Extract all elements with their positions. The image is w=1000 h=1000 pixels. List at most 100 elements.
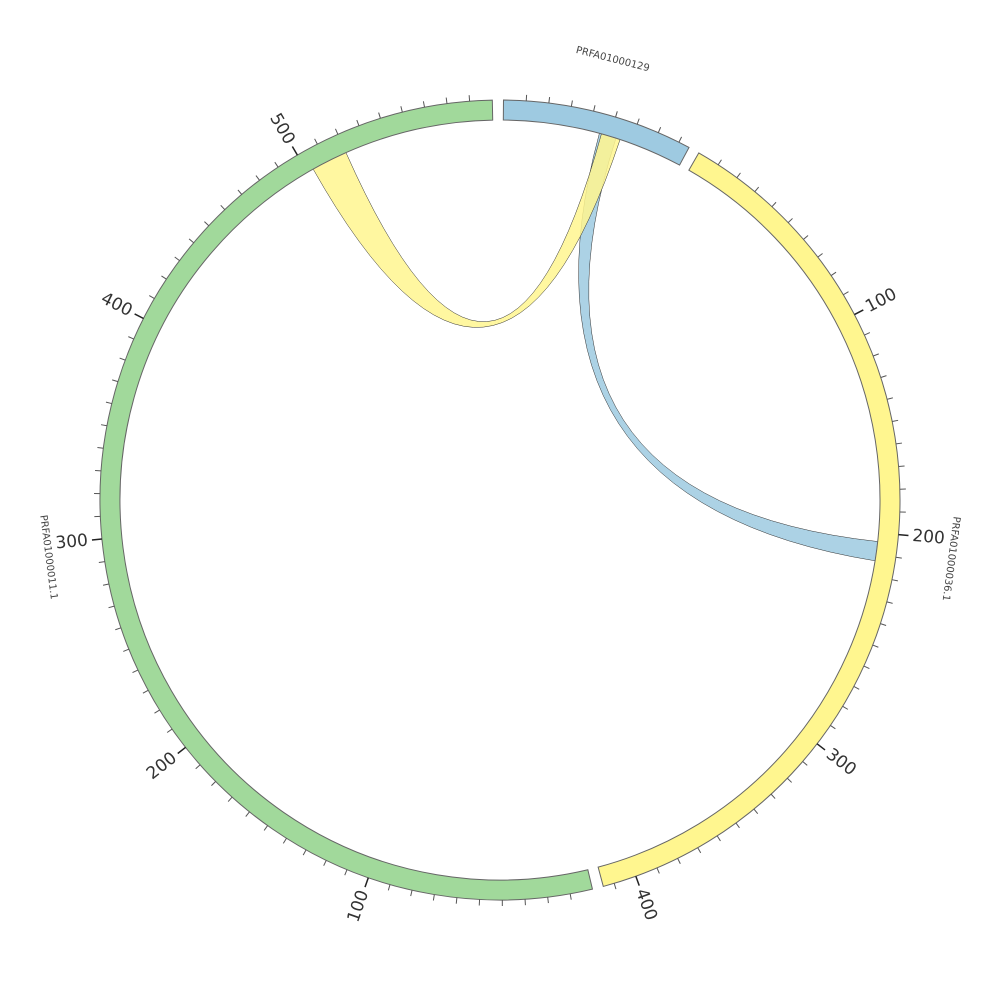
minor-tick — [787, 777, 793, 783]
minor-tick — [115, 627, 122, 631]
segment-label: PRFA01000129 — [575, 45, 651, 74]
tick-label: 100 — [344, 888, 374, 925]
minor-tick — [843, 291, 849, 296]
minor-tick — [105, 401, 112, 405]
minor-tick — [102, 583, 110, 586]
minor-tick — [880, 375, 887, 378]
minor-tick — [274, 161, 279, 168]
minor-tick — [149, 295, 155, 299]
major-tick — [291, 146, 299, 156]
major-tick — [635, 875, 640, 886]
minor-tick — [770, 793, 776, 799]
minor-tick — [211, 781, 217, 786]
minor-tick — [736, 172, 741, 178]
minor-tick — [895, 442, 903, 445]
minor-tick — [716, 835, 721, 842]
segment-label: PRFA01000011.1 — [37, 514, 59, 600]
major-tick — [898, 533, 909, 537]
minor-tick — [282, 837, 287, 844]
minor-tick — [569, 893, 572, 900]
minor-tick — [188, 238, 194, 244]
tick-label: 200 — [912, 526, 946, 549]
minor-tick — [830, 725, 836, 730]
minor-tick — [334, 128, 339, 135]
minor-tick — [817, 253, 823, 258]
minor-tick — [237, 189, 243, 195]
tick-label: 300 — [55, 530, 89, 553]
minor-tick — [255, 175, 260, 181]
minor-tick — [100, 424, 108, 427]
minor-tick — [142, 689, 149, 694]
minor-tick — [886, 601, 893, 604]
minor-tick — [853, 686, 860, 690]
minor-tick — [432, 894, 435, 901]
major-tick — [134, 313, 144, 320]
minor-tick — [445, 97, 448, 104]
minor-tick — [422, 101, 426, 108]
minor-tick — [787, 218, 793, 223]
minor-tick — [891, 579, 898, 582]
minor-tick — [174, 256, 180, 262]
minor-tick — [97, 446, 104, 449]
minor-tick — [803, 235, 809, 240]
minor-tick — [98, 561, 105, 564]
minor-tick — [387, 884, 391, 891]
minor-tick — [195, 764, 201, 770]
minor-tick — [678, 136, 683, 143]
minor-tick — [863, 665, 870, 669]
minor-tick — [735, 822, 740, 829]
minor-tick — [154, 709, 160, 714]
minor-tick — [895, 556, 902, 559]
minor-tick — [615, 111, 618, 118]
tick-label: 500 — [265, 110, 299, 148]
minor-tick — [593, 105, 596, 112]
major-tick — [364, 877, 370, 888]
minor-tick — [245, 811, 250, 817]
minor-tick — [613, 883, 617, 890]
minor-tick — [697, 847, 702, 854]
minor-tick — [873, 353, 879, 357]
minor-tick — [898, 465, 905, 468]
minor-tick — [570, 100, 573, 107]
minor-tick — [802, 761, 808, 766]
minor-tick — [204, 221, 210, 227]
minor-tick — [892, 419, 899, 422]
link-ribbon — [312, 133, 621, 328]
minor-tick — [410, 890, 413, 897]
minor-tick — [872, 644, 879, 648]
minor-tick — [657, 126, 662, 133]
tick-label: 300 — [822, 744, 860, 780]
minor-tick — [677, 858, 681, 864]
minor-tick — [842, 705, 849, 710]
minor-tick — [132, 669, 139, 674]
tick-label: 400 — [98, 289, 136, 322]
minor-tick — [344, 869, 348, 876]
minor-tick — [830, 271, 837, 276]
major-tick — [854, 309, 864, 316]
major-tick — [816, 743, 826, 751]
minor-tick — [886, 397, 894, 400]
minor-tick — [636, 118, 640, 125]
major-tick — [91, 538, 102, 541]
segment-arc — [99, 99, 594, 901]
minor-tick — [378, 112, 381, 119]
minor-tick — [548, 96, 551, 104]
tick-label: 200 — [143, 748, 181, 784]
minor-tick — [717, 159, 722, 166]
tick-label: 100 — [862, 284, 900, 317]
minor-tick — [227, 796, 233, 802]
segment-arc — [502, 99, 690, 166]
minor-tick — [108, 605, 115, 609]
minor-tick — [220, 204, 226, 211]
minor-tick — [356, 119, 360, 126]
minor-tick — [302, 849, 307, 856]
minor-tick — [314, 138, 318, 145]
minor-tick — [128, 336, 135, 340]
minor-tick — [263, 825, 269, 831]
minor-tick — [323, 860, 327, 866]
minor-tick — [400, 106, 403, 113]
minor-tick — [161, 275, 167, 280]
minor-tick — [455, 897, 458, 904]
minor-tick — [166, 728, 173, 733]
